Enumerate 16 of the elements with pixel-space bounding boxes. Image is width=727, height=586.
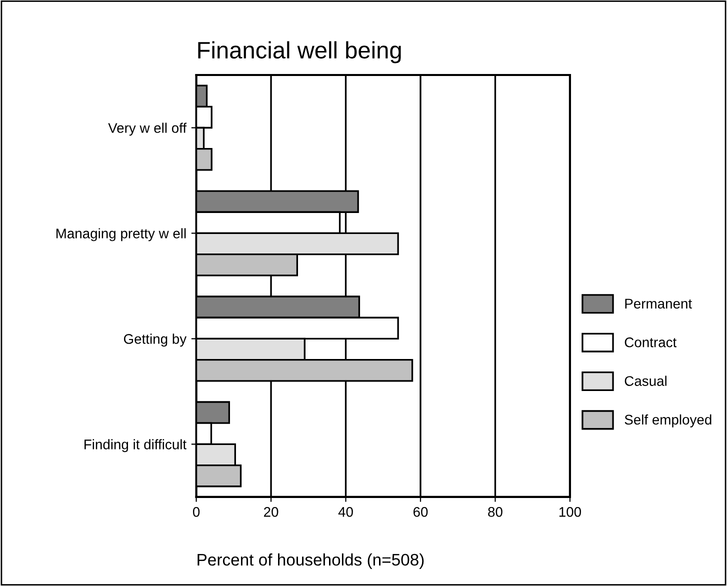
legend-label: Self employed — [624, 414, 712, 428]
y-tick-label: Very w ell off — [108, 122, 187, 136]
y-tick-label: Getting by — [124, 334, 187, 347]
x-tick-label: 60 — [413, 507, 428, 517]
y-tick-label: Managing pretty w ell — [56, 228, 186, 242]
x-axis-title: Percent of households (n=508) — [198, 553, 424, 569]
legend-label: Permanent — [625, 298, 692, 309]
legend-label: Casual — [624, 376, 666, 386]
legend-label: Contract — [624, 337, 677, 348]
x-tick-label: 40 — [338, 507, 353, 517]
x-tick-label: 20 — [264, 507, 278, 517]
x-tick-label: 0 — [192, 507, 200, 517]
chart-title: Financial well being — [198, 41, 401, 64]
y-tick-label: Finding it difficult — [84, 439, 186, 452]
x-tick-label: 80 — [488, 507, 502, 517]
x-tick-label: 100 — [559, 507, 582, 517]
